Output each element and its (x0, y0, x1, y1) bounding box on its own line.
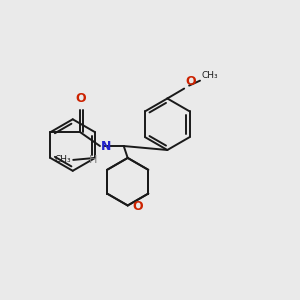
Text: O: O (132, 200, 143, 213)
Text: O: O (185, 75, 196, 88)
Text: N: N (101, 140, 111, 152)
Text: H: H (89, 155, 97, 165)
Text: O: O (76, 92, 86, 105)
Text: CH₃: CH₃ (201, 71, 217, 80)
Text: CH₃: CH₃ (55, 155, 71, 164)
